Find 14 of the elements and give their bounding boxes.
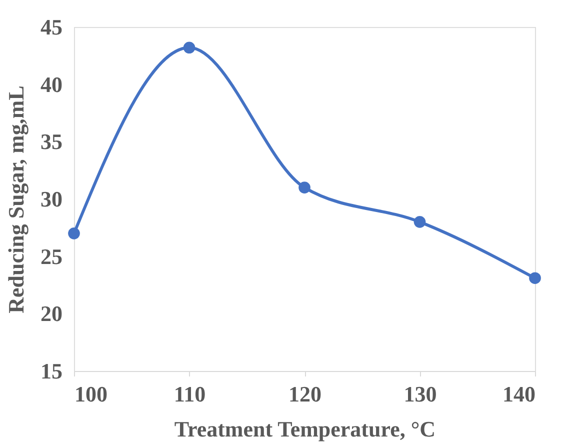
x-tick-label: 110: [174, 382, 206, 406]
y-tick-label: 15: [40, 358, 62, 384]
y-tick-label: 25: [40, 244, 62, 269]
y-tick-label: 30: [40, 186, 62, 212]
x-tick-label: 140: [502, 382, 536, 406]
y-axis-title: Reducing Sugar, mg,mL: [4, 86, 28, 314]
y-tick-label: 40: [40, 72, 62, 97]
x-tick-label: 100: [74, 382, 108, 406]
y-tick-label: 20: [40, 301, 62, 326]
x-axis-title: Treatment Temperature, °C: [174, 416, 436, 442]
y-tick-label: 45: [40, 14, 62, 40]
x-tick-label: 130: [404, 382, 437, 406]
y-tick-label: 35: [40, 129, 62, 154]
x-tick-label: 120: [288, 382, 322, 406]
